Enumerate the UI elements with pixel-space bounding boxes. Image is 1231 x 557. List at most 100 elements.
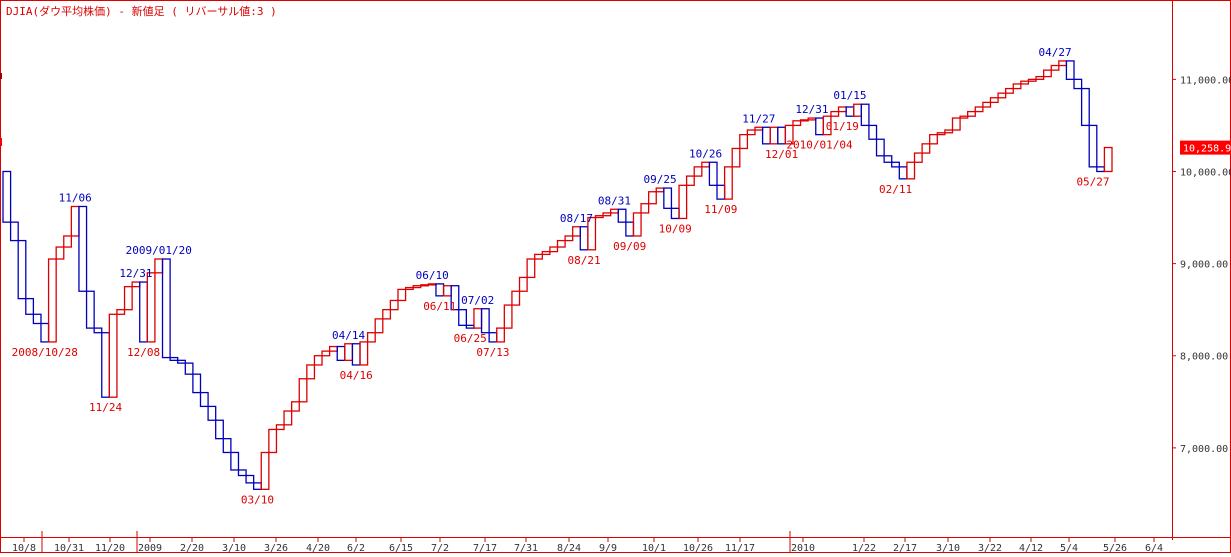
- x-tick-label: 2/17: [893, 543, 917, 553]
- bar-up: [63, 235, 73, 248]
- date-annotation: 12/01: [765, 148, 798, 161]
- bar-down: [435, 283, 445, 297]
- bar-down: [458, 309, 467, 326]
- date-annotation: 06/25: [454, 332, 487, 345]
- bar-up: [1035, 75, 1045, 80]
- x-tick-label: 3/22: [978, 543, 1002, 553]
- bar-up: [1042, 69, 1052, 78]
- bar-up: [951, 117, 961, 131]
- bar-up: [731, 147, 741, 168]
- bar-up: [602, 212, 612, 217]
- bar-up: [632, 212, 642, 237]
- bar-down: [192, 373, 202, 394]
- x-tick-label: 2/20: [180, 543, 204, 553]
- bar-up: [359, 341, 369, 366]
- chart-title: DJIA(ダウ平均株価) - 新値足 ( リバーサル値:3 ): [6, 4, 277, 18]
- bar-up: [496, 327, 505, 343]
- bar-up: [967, 110, 976, 117]
- x-tick-label: 10/31: [54, 543, 84, 553]
- bar-up: [853, 103, 862, 117]
- bar-up: [989, 97, 999, 104]
- x-tick-label: 7/17: [473, 543, 497, 553]
- date-annotation: 02/11: [879, 183, 912, 196]
- bar-down: [32, 313, 42, 325]
- x-tick-label: 7/2: [431, 543, 449, 553]
- bar-up: [792, 120, 802, 127]
- bar-up: [587, 216, 597, 251]
- bar-up: [929, 133, 938, 145]
- date-annotation: 09/09: [613, 240, 646, 253]
- date-annotation: 10/26: [689, 147, 722, 160]
- bar-up: [556, 239, 566, 248]
- bar-up: [572, 226, 581, 237]
- x-tick-label: 10/1: [642, 543, 666, 553]
- bar-up: [769, 126, 779, 145]
- bar-down: [465, 324, 475, 329]
- bar-up: [1005, 87, 1014, 94]
- date-annotation: 11/27: [742, 112, 775, 125]
- bar-up: [754, 126, 764, 131]
- date-annotation: 11/06: [59, 191, 92, 204]
- date-annotation: 06/11: [423, 300, 456, 313]
- bar-down: [625, 221, 635, 237]
- bar-up: [503, 304, 513, 329]
- bar-down: [860, 103, 870, 127]
- date-annotation: 07/13: [476, 346, 509, 359]
- x-tick-label: 8/24: [557, 543, 581, 553]
- bar-down: [708, 161, 718, 186]
- bar-up: [655, 187, 665, 193]
- bar-up: [648, 191, 657, 205]
- date-annotation: 05/27: [1076, 175, 1109, 188]
- bar-down: [139, 281, 148, 343]
- x-tick-label: 1/22: [852, 543, 876, 553]
- bar-down: [161, 258, 171, 359]
- bar-down: [1080, 87, 1090, 127]
- bar-up: [594, 215, 604, 219]
- bar-up: [822, 115, 832, 136]
- bar-up: [610, 208, 619, 214]
- bar-up: [1058, 60, 1068, 67]
- bar-up: [997, 92, 1007, 99]
- bar-up: [511, 290, 521, 306]
- y-tick-label: 9,000.00: [1180, 260, 1228, 271]
- date-annotation: 01/15: [833, 89, 866, 102]
- bar-up: [389, 299, 399, 311]
- x-tick-label: 4/12: [1019, 543, 1043, 553]
- bar-up: [108, 313, 118, 398]
- x-tick-label: 3/26: [264, 543, 288, 553]
- bar-down: [1065, 60, 1075, 81]
- bar-up: [723, 166, 733, 200]
- bar-down: [868, 124, 878, 140]
- bar-up: [921, 143, 931, 154]
- bar-up: [382, 309, 392, 320]
- bar-up: [746, 129, 756, 136]
- bar-down: [215, 419, 224, 440]
- bar-up: [344, 343, 354, 361]
- bar-down: [845, 106, 855, 117]
- bar-up: [1020, 80, 1030, 85]
- bar-up: [739, 133, 749, 150]
- x-tick-label: 10/8: [12, 543, 36, 553]
- bar-up: [397, 288, 407, 302]
- bar-down: [2, 170, 12, 223]
- date-annotation: 2010/01/04: [786, 139, 853, 152]
- bar-up: [268, 428, 278, 454]
- bar-down: [199, 391, 209, 408]
- date-annotation: 04/14: [332, 329, 365, 342]
- bar-down: [761, 126, 771, 145]
- x-tick-label: 2009: [138, 543, 162, 553]
- bar-up: [442, 285, 452, 297]
- x-tick-label: 11/17: [725, 543, 755, 553]
- x-tick-label: 11/20: [95, 543, 125, 553]
- bar-up: [959, 115, 969, 119]
- x-tick-label: 6/4: [1145, 543, 1163, 553]
- bar-down: [883, 155, 893, 163]
- date-annotation: 06/10: [416, 269, 449, 282]
- x-tick-label: 6/15: [389, 543, 413, 553]
- x-tick-label: 3/10: [222, 543, 246, 553]
- bar-up: [146, 272, 156, 343]
- date-annotation: 11/09: [704, 203, 737, 216]
- bar-down: [351, 343, 361, 366]
- bar-up: [837, 106, 847, 113]
- bar-up: [260, 451, 270, 490]
